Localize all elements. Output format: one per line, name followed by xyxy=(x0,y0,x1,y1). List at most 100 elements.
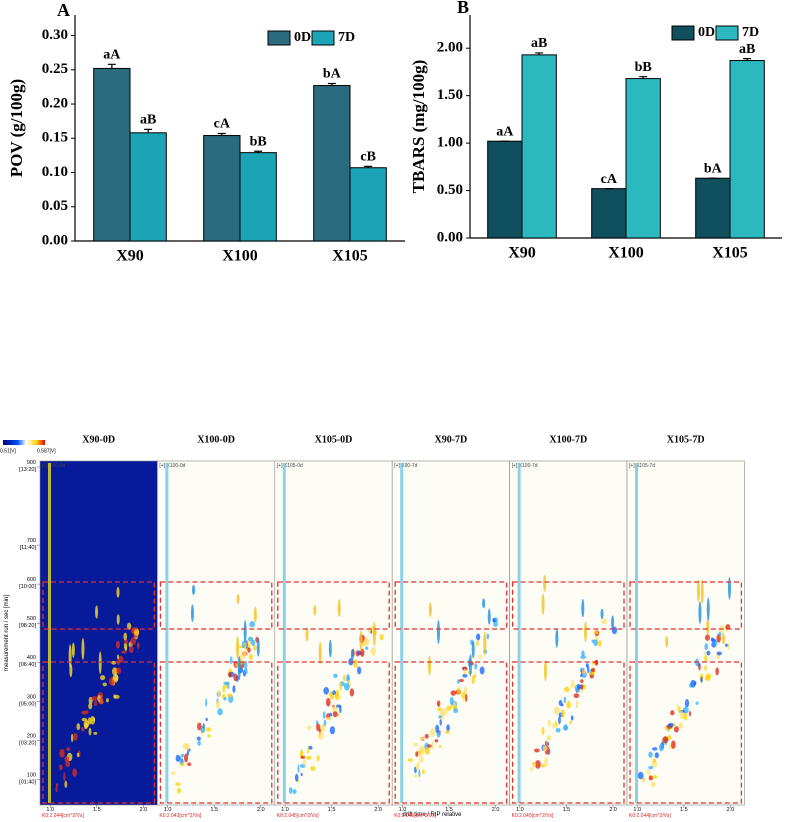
x-tick-label: 2.0 xyxy=(727,807,735,813)
spot xyxy=(693,681,697,686)
spot xyxy=(652,758,656,763)
y-tick-time: [13:20] xyxy=(19,467,36,473)
spot xyxy=(217,690,222,697)
spot xyxy=(307,725,311,731)
error-bar xyxy=(144,128,153,133)
error-bar xyxy=(535,52,544,55)
spot xyxy=(437,707,443,712)
spot xyxy=(476,641,479,646)
x-tick-label: 2.0 xyxy=(140,807,148,813)
significance-label: bB xyxy=(635,60,652,75)
error-bar xyxy=(639,76,648,79)
spot xyxy=(102,682,107,687)
spot xyxy=(434,739,439,743)
spot xyxy=(725,624,731,630)
spot xyxy=(458,678,464,683)
spot xyxy=(105,698,109,703)
spot xyxy=(600,608,604,620)
spot xyxy=(99,697,104,705)
spot xyxy=(131,630,135,634)
spot xyxy=(479,666,485,675)
spot xyxy=(456,687,461,696)
rip-line xyxy=(48,463,51,803)
spot xyxy=(187,762,192,766)
region-box xyxy=(394,661,508,804)
panel-background xyxy=(391,460,510,806)
spot xyxy=(678,721,683,729)
spot xyxy=(700,579,704,604)
spot xyxy=(428,602,432,618)
bar xyxy=(93,67,131,242)
spot xyxy=(580,684,584,690)
spot xyxy=(134,628,140,636)
spot xyxy=(222,684,226,693)
spot xyxy=(642,776,645,783)
spot xyxy=(415,762,420,771)
colorbar-label: 0.587[V] xyxy=(37,448,56,454)
k0-label: K0:2.043[cm^2/Vs] xyxy=(159,813,201,819)
spot xyxy=(250,639,256,647)
spot xyxy=(337,599,341,617)
spot xyxy=(88,702,93,710)
spot xyxy=(217,708,223,716)
spot xyxy=(70,733,74,743)
panel-tag: [+] X100-7d xyxy=(512,463,538,469)
spot xyxy=(575,700,579,709)
spot xyxy=(247,636,254,642)
y-axis-label: POV (g/100g) xyxy=(7,79,26,177)
spot xyxy=(190,604,194,623)
spot xyxy=(667,735,672,740)
y-tick-label: 0.20 xyxy=(42,95,68,111)
spot xyxy=(587,666,590,674)
spot xyxy=(415,751,419,757)
y-tick-time: [08:20] xyxy=(19,623,36,629)
legend-label: 0D xyxy=(294,30,311,45)
region-box xyxy=(42,661,156,804)
x-tick-label: 1.5 xyxy=(680,807,688,813)
spot xyxy=(648,765,654,770)
spot xyxy=(419,736,425,741)
spot xyxy=(316,723,321,732)
spot xyxy=(253,606,257,623)
panel-tag: [+] X90-7d xyxy=(394,463,417,469)
bar xyxy=(625,78,661,239)
spot xyxy=(232,685,236,693)
spot xyxy=(704,634,710,641)
spot xyxy=(580,679,584,684)
spot xyxy=(215,700,221,709)
spot xyxy=(668,722,674,728)
spot xyxy=(115,640,120,649)
spot xyxy=(718,631,722,637)
y-tick-label: 400 xyxy=(27,655,36,661)
spot xyxy=(471,640,475,658)
spot xyxy=(716,651,722,656)
spot xyxy=(329,726,336,735)
y-tick-label: 0.50 xyxy=(437,182,463,198)
spot xyxy=(424,747,430,755)
spot xyxy=(532,762,535,766)
spot xyxy=(339,681,342,691)
spot xyxy=(202,723,205,729)
bar xyxy=(591,188,627,239)
spot xyxy=(243,620,247,644)
spot xyxy=(576,683,582,690)
panel-letter: B xyxy=(457,0,469,17)
spot xyxy=(704,643,709,651)
spot xyxy=(288,786,293,794)
spot xyxy=(237,656,241,681)
spot xyxy=(413,774,418,778)
y-tick-label: 600 xyxy=(27,577,36,583)
spot xyxy=(332,705,338,714)
spot xyxy=(184,753,189,763)
spot xyxy=(256,637,260,657)
spot xyxy=(588,672,594,676)
spot xyxy=(570,683,576,689)
spot xyxy=(727,643,730,650)
rip-line xyxy=(282,463,286,803)
spot xyxy=(450,690,457,696)
spot xyxy=(597,640,602,647)
spot xyxy=(339,704,342,714)
significance-label: aB xyxy=(140,113,156,128)
spot xyxy=(113,694,116,699)
